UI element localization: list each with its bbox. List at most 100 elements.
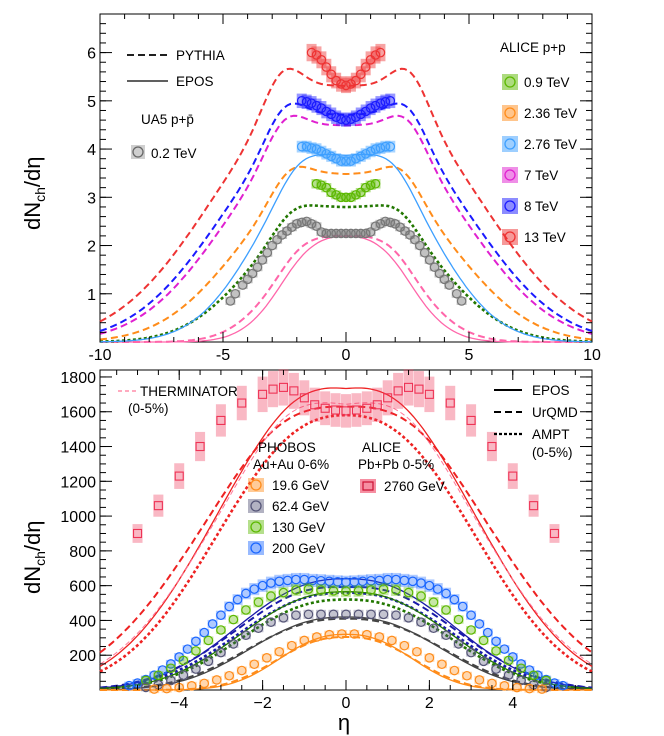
top-point-0-41: [429, 262, 440, 273]
bottom-point-2-6: [215, 625, 226, 635]
bottom-point-4-22: [424, 653, 435, 663]
bottom-point-2-30: [516, 663, 527, 674]
top-point-0-44: [444, 280, 455, 290]
bottom-point-3-24: [441, 630, 452, 641]
top-point-4-4: [326, 66, 337, 83]
bottom-curve-0: [99, 387, 593, 667]
top-point-1-11: [365, 180, 376, 191]
bottom-point-1-10: [207, 619, 218, 629]
top-point-1-10: [360, 182, 371, 193]
top-point-1-8: [350, 190, 361, 200]
legend-phobos-entry-3: 200 GeV: [248, 541, 325, 556]
top-curve-4: [99, 153, 593, 343]
top-point-3-12: [355, 107, 366, 122]
bottom-point-3-10: [265, 617, 276, 627]
top-xtick-label-4: 10: [583, 347, 601, 364]
top-curve-5: [99, 114, 593, 335]
bottom-point-4-11: [286, 640, 297, 651]
bottom-point-4-31: [536, 684, 547, 694]
legend-phobos-title: PHOBOS: [258, 440, 316, 455]
bottom-ytick-label-4: 1000: [60, 509, 96, 526]
legend-alice-pp-title: ALICE p+p: [500, 40, 566, 55]
bottom-point-2-7: [228, 614, 239, 625]
top-point-1-1: [316, 180, 327, 191]
top-point-3-13: [360, 104, 371, 119]
bottom-point-3-17: [353, 609, 364, 620]
bottom-point-0-8: [278, 369, 289, 406]
bottom-point-4-24: [449, 665, 460, 676]
bottom-point-3-22: [416, 617, 427, 627]
top-point-2-11: [350, 153, 361, 165]
bottom-ytick-label-0: 200: [69, 648, 96, 665]
top-point-3-14: [365, 101, 376, 116]
legend-phobos-label-1: 62.4 GeV: [272, 499, 329, 514]
bottom-point-4-16: [349, 629, 360, 639]
top-xtick-label-3: 5: [465, 347, 474, 364]
bottom-point-0-9: [288, 372, 299, 409]
bottom-point-4-23: [436, 659, 447, 670]
bottom-point-2-15: [328, 584, 339, 597]
bottom-point-3-8: [240, 630, 251, 641]
legend-alice-pbpb-label: 2760 GeV: [384, 479, 445, 494]
top-point-0-33: [390, 219, 401, 229]
bottom-point-4-28: [499, 681, 510, 691]
bottom-point-0-19: [393, 372, 404, 409]
top-point-1-0: [311, 178, 322, 189]
top-point-0-40: [424, 255, 435, 265]
top-point-1-3: [326, 187, 337, 198]
bottom-curve-9: [99, 616, 593, 691]
legend-alice-pp-label-0: 0.9 TeV: [524, 75, 570, 90]
top-point-1-4: [331, 190, 342, 200]
top-point-4-12: [365, 51, 376, 69]
top-point-1-6: [341, 192, 351, 203]
top-point-0-43: [439, 274, 450, 285]
bottom-curve-12: [100, 636, 592, 691]
bottom-point-1-35: [416, 576, 427, 590]
bottom-point-4-8: [249, 659, 260, 670]
bottom-point-4-3: [186, 681, 197, 691]
top-point-2-13: [360, 148, 371, 160]
top-point-0-37: [409, 234, 420, 245]
bottom-curve-8: [99, 598, 593, 691]
top-point-0-45: [451, 288, 462, 299]
bottom-curve-7: [99, 591, 593, 690]
top-point-3-6: [326, 107, 337, 122]
bottom-point-2-31: [528, 670, 539, 681]
top-curve-6: [99, 102, 593, 332]
bottom-point-0-17: [372, 387, 383, 422]
top-point-0-3: [242, 274, 253, 285]
bottom-point-2-12: [290, 584, 301, 596]
bottom-panel: −4 −2 0 2 420040060080010001200140016001800 …: [20, 369, 593, 735]
top-point-3-7: [331, 110, 342, 124]
bottom-point-4-1: [161, 683, 172, 694]
top-point-0-19: [321, 228, 332, 239]
bottom-point-2-16: [341, 585, 351, 598]
top-point-0-1: [230, 288, 241, 299]
top-point-3-8: [336, 112, 347, 126]
bottom-point-1-9: [199, 627, 210, 638]
bottom-point-4-29: [511, 682, 522, 693]
bottom-point-4-20: [399, 640, 410, 651]
top-point-3-9: [341, 113, 351, 127]
top-point-0-6: [257, 255, 268, 265]
bottom-point-0-3: [195, 431, 206, 462]
bottom-point-3-9: [253, 623, 264, 634]
bottom-point-3-27: [478, 656, 489, 667]
bottom-xtick-label-3: 2: [425, 695, 434, 712]
top-point-2-1: [301, 140, 312, 153]
top-point-0-4: [247, 268, 258, 279]
bottom-point-2-14: [315, 584, 326, 596]
top-point-0-5: [252, 262, 263, 273]
top-point-0-31: [380, 216, 391, 227]
bottom-point-3-21: [403, 613, 414, 623]
bottom-point-3-5: [203, 656, 214, 667]
bottom-point-1-16: [257, 579, 268, 592]
bottom-point-2-21: [403, 586, 414, 599]
top-point-4-3: [321, 58, 332, 76]
top-point-3-17: [380, 94, 391, 109]
bottom-point-2-23: [428, 596, 439, 608]
top-point-0-9: [272, 234, 283, 245]
bottom-point-2-13: [303, 583, 314, 596]
bottom-point-1-15: [249, 583, 260, 596]
bottom-point-2-5: [203, 635, 214, 646]
